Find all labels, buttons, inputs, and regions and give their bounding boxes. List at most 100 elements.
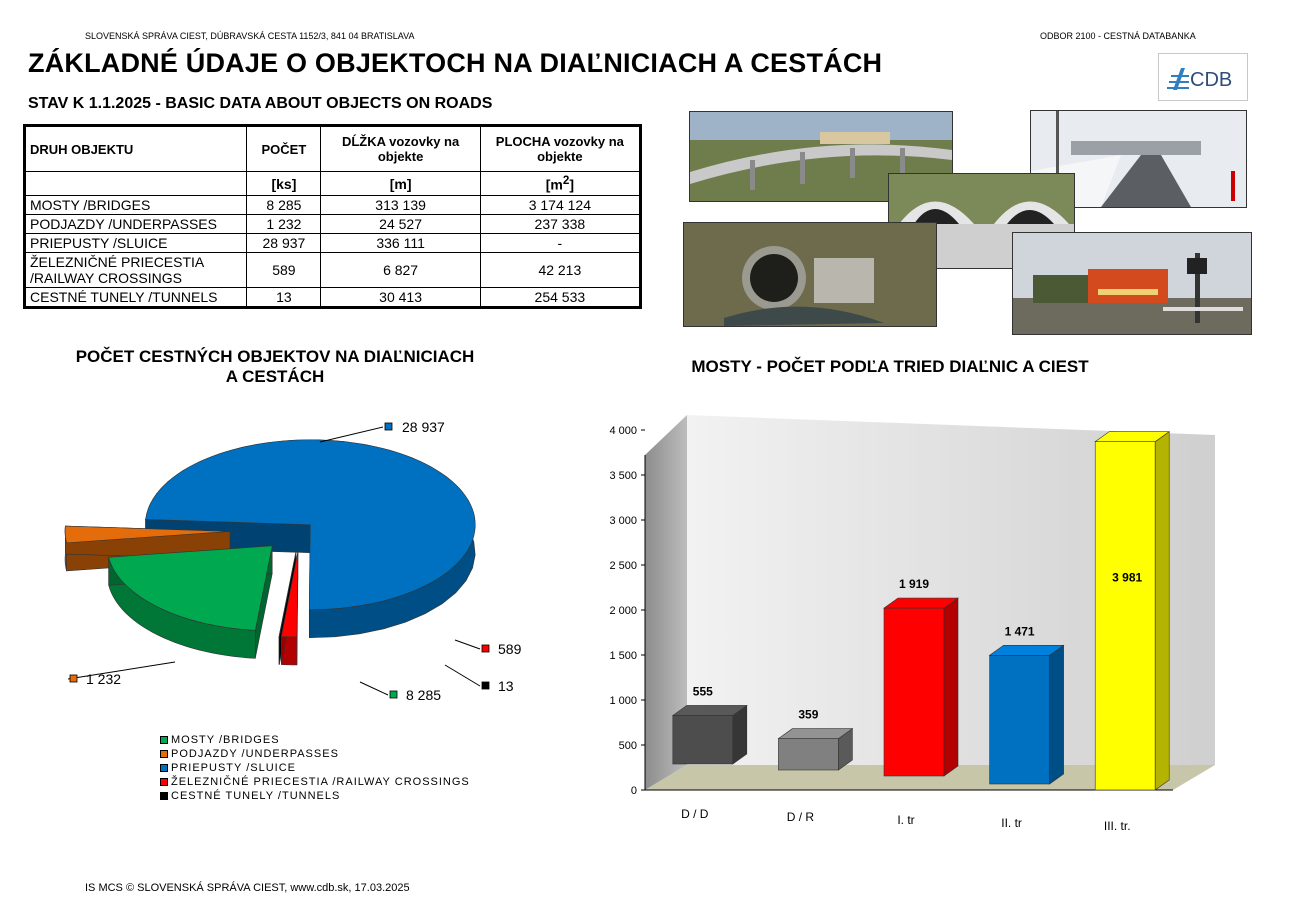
- bar-left-wall: [645, 415, 687, 790]
- bar: [777, 728, 854, 771]
- row-length: 24 527: [320, 214, 481, 234]
- pie-leader-line: [359, 681, 389, 696]
- row-count: 589: [246, 252, 322, 288]
- legend-label: CESTNÉ TUNELY /TUNNELS: [171, 790, 341, 802]
- culvert-image: [684, 223, 936, 326]
- y-tick-label: 3 500: [609, 470, 637, 482]
- legend-item: ŽELEZNIČNÉ PRIECESTIA /RAILWAY CROSSINGS: [160, 775, 470, 789]
- pie-leader-line: [444, 664, 481, 687]
- pie-data-label: 1 232: [86, 671, 121, 687]
- unit-empty: [23, 171, 248, 196]
- row-name: ŽELEZNIČNÉ PRIECESTIA /RAILWAY CROSSINGS: [23, 252, 248, 288]
- pie-title: POČET CESTNÝCH OBJEKTOV NA DIAĽNICIACH A…: [20, 347, 530, 387]
- unit-area: [m2]: [479, 171, 642, 196]
- row-name: MOSTY /BRIDGES: [23, 195, 248, 215]
- legend-label: ŽELEZNIČNÉ PRIECESTIA /RAILWAY CROSSINGS: [171, 776, 470, 788]
- col-header-count: POČET: [246, 125, 322, 172]
- bar-top: [883, 597, 959, 609]
- x-tick-label: D / R: [787, 810, 815, 824]
- row-area: 237 338: [479, 214, 642, 234]
- footer: IS MCS © SLOVENSKÁ SPRÁVA CIEST, www.cdb…: [85, 882, 410, 894]
- pie-slice-top: [280, 551, 299, 638]
- logo-text: CDB: [1190, 69, 1232, 91]
- unit-length: [m]: [320, 171, 481, 196]
- pie-chart: 8 285 1 232 28 937 589 13: [64, 419, 522, 703]
- row-count: 1 232: [246, 214, 322, 234]
- pie-title-line1: POČET CESTNÝCH OBJEKTOV NA DIAĽNICIACH: [75, 347, 475, 366]
- pie-leader-line: [454, 639, 481, 650]
- legend-label: PODJAZDY /UNDERPASSES: [171, 748, 339, 760]
- row-name: PRIEPUSTY /SLUICE: [23, 233, 248, 253]
- pie-label-swatch: [481, 681, 490, 690]
- col-header-length: DĹŽKA vozovky na objekte: [320, 125, 481, 172]
- bar-back-wall: [687, 415, 1215, 765]
- railway-image: [1013, 233, 1251, 334]
- bar: [671, 704, 748, 765]
- pie-data-label: 28 937: [402, 419, 445, 435]
- bar-chart: 0 500 1 000 1 500 2 000 2 500 3 000 3 500 4 000 5…: [609, 415, 1215, 833]
- y-tick-label: 2 000: [609, 605, 637, 617]
- legend-swatch: [160, 778, 168, 786]
- pie-label-swatch: [69, 674, 78, 683]
- pie-data-label: 13: [498, 678, 514, 694]
- row-count: 13: [246, 287, 322, 308]
- y-tick-label: 2 500: [609, 560, 637, 572]
- railway-photo: [1012, 232, 1252, 335]
- page-subtitle: STAV K 1.1.2025 - BASIC DATA ABOUT OBJEC…: [28, 95, 493, 112]
- org-address: SLOVENSKÁ SPRÁVA CIEST, DÚBRAVSKÁ CESTA …: [85, 31, 415, 41]
- row-length: 30 413: [320, 287, 481, 308]
- table-row: MOSTY /BRIDGES 8 285 313 139 3 174 124: [23, 195, 642, 215]
- legend-swatch: [160, 750, 168, 758]
- x-tick-label: II. tr: [1001, 816, 1022, 830]
- bar-data-label: 1 471: [1005, 624, 1035, 638]
- bar-top: [671, 705, 748, 716]
- legend-swatch: [160, 764, 168, 772]
- bar-side: [1049, 644, 1064, 785]
- bar-top: [1094, 431, 1171, 442]
- underpass-image: [1031, 111, 1246, 207]
- y-tick-label: 500: [619, 740, 637, 752]
- pie-slice: [108, 545, 273, 659]
- row-name: PODJAZDY /UNDERPASSES: [23, 214, 248, 234]
- legend-item: MOSTY /BRIDGES: [160, 733, 470, 747]
- row-area: 42 213: [479, 252, 642, 288]
- row-area: 3 174 124: [479, 195, 642, 215]
- y-tick-label: 3 000: [609, 515, 637, 527]
- department: ODBOR 2100 - CESTNÁ DATABANKA: [1040, 31, 1196, 41]
- row-name: CESTNÉ TUNELY /TUNNELS: [23, 287, 248, 308]
- legend-item: PODJAZDY /UNDERPASSES: [160, 747, 470, 761]
- pie-label-swatch: [481, 644, 490, 653]
- x-tick-label: I. tr: [897, 813, 914, 827]
- bar-top: [988, 644, 1065, 656]
- table-row: PODJAZDY /UNDERPASSES 1 232 24 527 237 3…: [23, 214, 642, 234]
- row-length: 336 111: [320, 233, 481, 253]
- bar: [1094, 431, 1171, 791]
- col-header-type: DRUH OBJEKTU: [23, 125, 248, 172]
- page-title: ZÁKLADNÉ ÚDAJE O OBJEKTOCH NA DIAĽNICIAC…: [28, 48, 883, 78]
- legend-label: PRIEPUSTY /SLUICE: [171, 762, 296, 774]
- pie-slice-top: [145, 439, 476, 611]
- legend-label: MOSTY /BRIDGES: [171, 734, 280, 746]
- legend-swatch: [160, 792, 168, 800]
- bar: [883, 597, 959, 777]
- col-header-area: PLOCHA vozovky na objekte: [479, 125, 642, 172]
- legend-swatch: [160, 736, 168, 744]
- row-count: 8 285: [246, 195, 322, 215]
- bar: [988, 644, 1065, 785]
- table-row: ŽELEZNIČNÉ PRIECESTIA /RAILWAY CROSSINGS…: [23, 252, 642, 288]
- cdb-logo-icon: CDB: [1167, 68, 1232, 91]
- y-tick-label: 4 000: [609, 425, 637, 437]
- pie-data-label: 589: [498, 641, 522, 657]
- bar-front: [989, 654, 1050, 785]
- y-tick-label: 1 500: [609, 650, 637, 662]
- bar-data-label: 1 919: [899, 577, 929, 591]
- cdb-logo: CDB: [1158, 53, 1248, 101]
- pie-label-swatch: [389, 690, 398, 699]
- bar-floor: [645, 765, 1215, 790]
- pie-legend: MOSTY /BRIDGES PODJAZDY /UNDERPASSES PRIEP…: [160, 733, 470, 803]
- bar-data-label: 359: [798, 708, 818, 722]
- objects-table: DRUH OBJEKTU POČET DĹŽKA vozovky na obje…: [23, 124, 642, 309]
- pie-leader-line: [67, 661, 176, 680]
- pie-data-label: 8 285: [406, 687, 441, 703]
- pie-label-swatch: [384, 422, 393, 431]
